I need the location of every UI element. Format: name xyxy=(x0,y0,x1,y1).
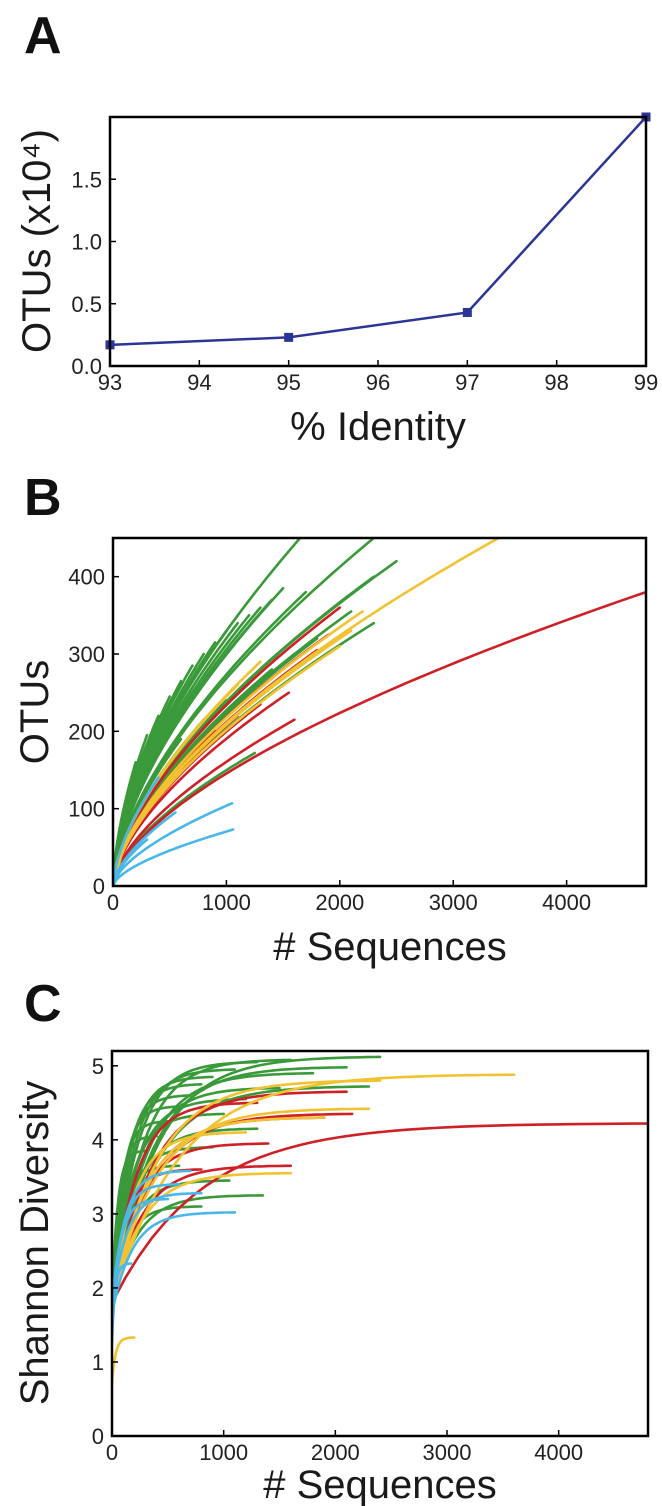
chart-b-curve-red xyxy=(113,590,646,886)
chart-b-marks xyxy=(113,538,646,886)
chart-b-x-tick-label: 1000 xyxy=(202,890,251,915)
chart-c-y-tick-label: 2 xyxy=(92,1276,104,1301)
chart-c-curve-red xyxy=(112,1122,648,1304)
chart-a-y-tick-label: 0.5 xyxy=(71,292,102,317)
chart-c-curve-red xyxy=(112,1164,292,1304)
chart-c-x-tick-label: 3000 xyxy=(423,1440,472,1465)
chart-b-x-tick-label: 3000 xyxy=(429,890,478,915)
chart-c-curve-yellow xyxy=(112,1171,292,1304)
chart-b-y-tick-label: 0 xyxy=(93,874,105,899)
chart-c-curve-green xyxy=(112,1060,259,1304)
chart-b-y-tick-label: 100 xyxy=(68,797,105,822)
chart-b-curve-yellow xyxy=(113,645,342,886)
chart-c-curve-blue xyxy=(112,1262,133,1343)
chart-b-curve-green xyxy=(113,761,137,886)
chart-a-x-ticks: 93 94 95 96 97 98 99 xyxy=(98,360,658,395)
chart-c-curve-blue xyxy=(112,1197,170,1307)
chart-c-curve-yellow xyxy=(112,1073,516,1304)
chart-c-curve-yellow xyxy=(112,1336,136,1384)
chart-c-x-axis-label: # Sequences xyxy=(263,1463,497,1506)
chart-c-curve-green xyxy=(112,1055,382,1304)
chart-c-curve-yellow xyxy=(112,1116,326,1304)
chart-c-curve-yellow xyxy=(112,1107,371,1304)
chart-c-x-tick-label: 1000 xyxy=(199,1440,248,1465)
chart-c-y-axis-label: Shannon Diversity xyxy=(13,1081,57,1406)
chart-b-curve-yellow xyxy=(113,629,353,886)
chart-c-y-tick-label: 1 xyxy=(92,1350,104,1375)
panel-letter-a: A xyxy=(24,7,62,65)
chart-c-curve-blue xyxy=(112,1211,237,1315)
chart-c-curve-red xyxy=(112,1101,259,1304)
chart-c-curve-green xyxy=(112,1071,315,1304)
chart-c-x-ticks: 0 1000 2000 3000 4000 xyxy=(106,1430,583,1465)
chart-c-curve-green xyxy=(112,1149,147,1304)
chart-a-x-tick-label: 96 xyxy=(366,370,390,395)
chart-b-y-ticks: 0 100 200 300 400 xyxy=(68,565,119,899)
chart-c-y-tick-label: 5 xyxy=(92,1054,104,1079)
chart-a-x-axis-label: % Identity xyxy=(290,405,466,449)
chart-a-point xyxy=(462,307,472,317)
chart-b-y-tick-label: 200 xyxy=(68,719,105,744)
chart-c-curve-red xyxy=(112,1090,348,1304)
chart-b-curve-red xyxy=(113,718,296,886)
chart-a-y-tick-label: 0.0 xyxy=(71,354,102,379)
chart-c-curve-yellow xyxy=(112,1079,382,1304)
chart-c-marks xyxy=(112,1055,648,1384)
chart-b-curve-blue xyxy=(113,828,235,886)
chart-c-x-tick-label: 4000 xyxy=(534,1440,583,1465)
chart-c-frame xyxy=(110,1049,650,1438)
chart-b-curve-blue xyxy=(113,776,160,886)
chart-c-y-ticks: 0 1 2 3 4 5 xyxy=(92,1054,118,1449)
chart-a-x-tick-label: 97 xyxy=(455,370,479,395)
chart-a-series-line xyxy=(109,116,647,347)
chart-a-x-tick-label: 93 xyxy=(98,370,122,395)
chart-a-point xyxy=(284,332,294,342)
chart-b-curve-blue xyxy=(113,838,149,886)
chart-b-curve-blue xyxy=(113,802,234,886)
chart-b-curve-red xyxy=(113,691,291,886)
panel-letter-c: C xyxy=(24,975,62,1033)
chart-a-y-tick-label: 1.5 xyxy=(71,167,102,192)
chart-c-x-tick-label: 0 xyxy=(106,1440,118,1465)
chart-c-y-tick-label: 3 xyxy=(92,1202,104,1227)
chart-b-curve-red xyxy=(113,606,342,886)
chart-b-y-axis-label: OTUs xyxy=(13,660,57,764)
chart-a-x-tick-label: 95 xyxy=(276,370,300,395)
chart-b-y-tick-label: 300 xyxy=(68,642,105,667)
chart-b-curve-green xyxy=(113,590,308,886)
chart-a-y-tick-label: 1.0 xyxy=(71,230,102,255)
chart-a-y-axis-label: OTUs (x10⁴) xyxy=(15,129,59,353)
chart-a-x-tick-label: 98 xyxy=(544,370,568,395)
chart-b-x-tick-label: 4000 xyxy=(542,890,591,915)
chart-b-y-tick-label: 400 xyxy=(68,565,105,590)
chart-c-y-tick-label: 4 xyxy=(92,1128,104,1153)
chart-b-x-ticks: 0 1000 2000 3000 4000 xyxy=(107,880,591,915)
chart-a-x-tick-label: 94 xyxy=(187,370,211,395)
chart-b-frame xyxy=(111,536,648,888)
chart-b-curve-yellow xyxy=(113,610,364,886)
chart-c-x-tick-label: 2000 xyxy=(311,1440,360,1465)
chart-a-y-ticks: 0.0 0.5 1.0 1.5 xyxy=(71,167,116,379)
chart-b-x-tick-label: 2000 xyxy=(315,890,364,915)
chart-b-x-tick-label: 0 xyxy=(107,890,119,915)
chart-a-x-tick-label: 99 xyxy=(634,370,658,395)
chart-c-y-tick-label: 0 xyxy=(92,1424,104,1449)
panel-letter-b: B xyxy=(24,469,62,527)
chart-b-x-axis-label: # Sequences xyxy=(273,925,507,969)
